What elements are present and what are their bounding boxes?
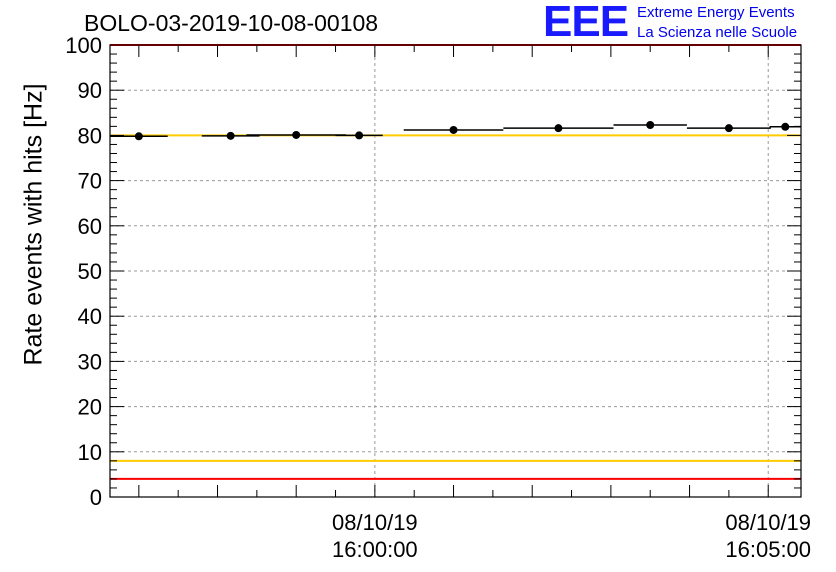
y-tick-label: 70 [78, 169, 102, 194]
logo-line-1: Extreme Energy Events [637, 4, 795, 21]
y-tick-label: 10 [78, 440, 102, 465]
eee-logo: EEE [543, 0, 629, 46]
data-point [226, 131, 235, 140]
y-tick-label: 100 [65, 33, 102, 58]
x-tick-label-date: 08/10/19 [332, 510, 418, 535]
y-axis-label: Rate events with hits [Hz] [19, 83, 48, 366]
data-point [646, 121, 655, 130]
y-tick-label: 80 [78, 123, 102, 148]
data-point [355, 131, 364, 140]
data-point [781, 122, 790, 131]
reference-lines [110, 44, 801, 480]
data-point [554, 124, 563, 133]
data-point [134, 132, 143, 141]
axis-ticks: 010203040506070809010008/10/1916:00:0008… [65, 33, 811, 562]
chart-title: BOLO-03-2019-10-08-00108 [84, 10, 379, 36]
y-tick-label: 90 [78, 78, 102, 103]
y-tick-label: 60 [78, 214, 102, 239]
y-tick-label: 0 [90, 485, 102, 510]
y-tick-label: 20 [78, 395, 102, 420]
data-point [449, 125, 458, 134]
x-tick-label-date: 08/10/19 [725, 510, 811, 535]
data-point [724, 124, 733, 133]
logo-line-2: La Scienza nelle Scuole [637, 24, 798, 41]
x-tick-label-time: 16:05:00 [725, 537, 811, 562]
grid-lines [110, 45, 801, 497]
data-points [110, 121, 801, 141]
y-tick-label: 50 [78, 259, 102, 284]
data-point [292, 130, 301, 139]
y-tick-label: 40 [78, 304, 102, 329]
y-tick-label: 30 [78, 349, 102, 374]
x-tick-label-time: 16:00:00 [332, 537, 418, 562]
